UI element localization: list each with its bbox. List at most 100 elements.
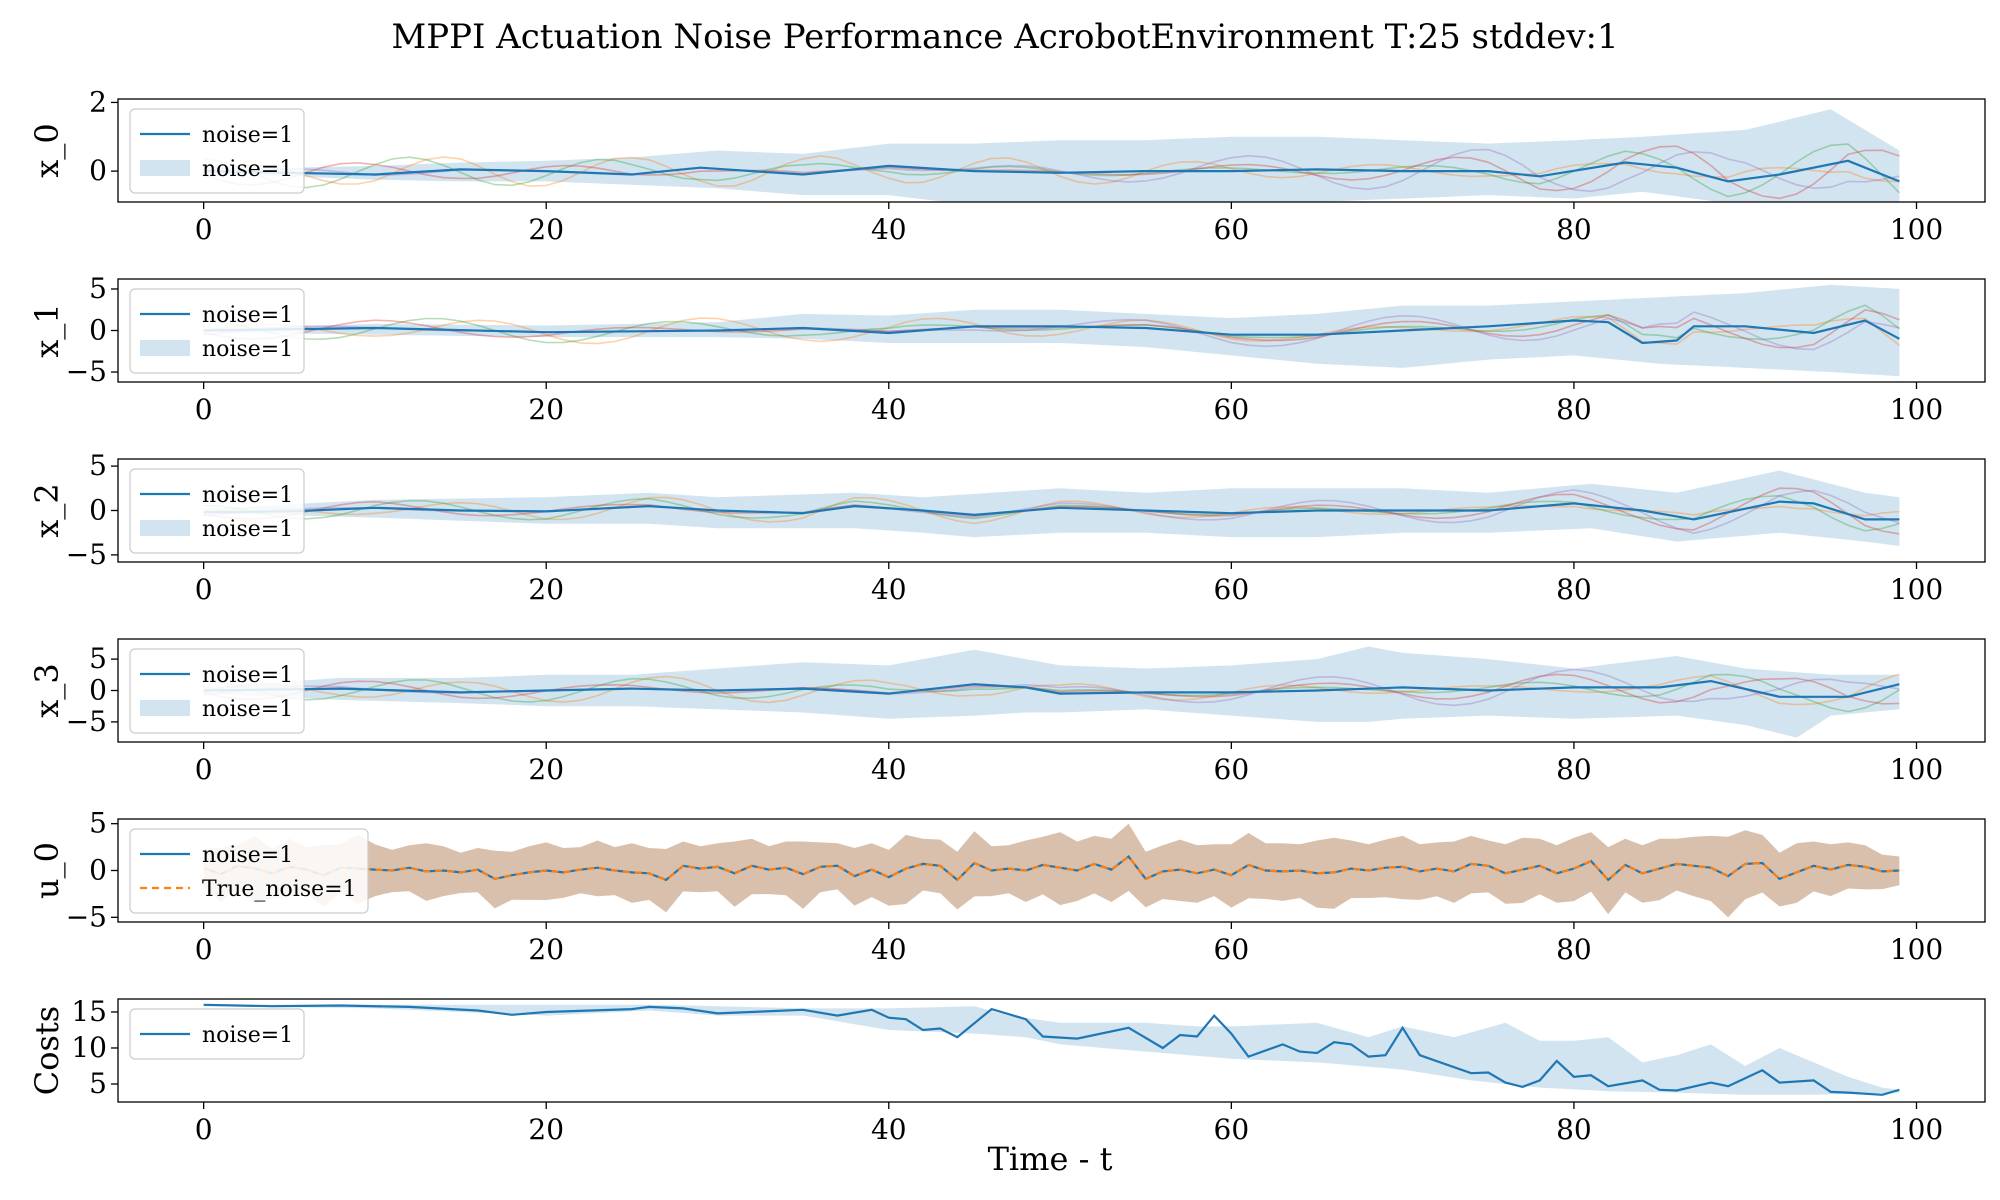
x-tick-label: 0 xyxy=(195,1113,213,1146)
legend-label: True_noise=1 xyxy=(202,877,357,902)
x-tick-label: 0 xyxy=(195,753,213,786)
uncertainty-band xyxy=(203,109,1900,202)
legend-label: noise=1 xyxy=(202,843,293,868)
x-tick-label: 60 xyxy=(1214,1113,1250,1146)
x-tick-label: 80 xyxy=(1556,753,1592,786)
series-line-noise xyxy=(203,319,1900,345)
legend: noise=1 noise=1 xyxy=(129,648,305,734)
y-tick-label: 0 xyxy=(89,314,107,347)
axes-frame xyxy=(117,98,1986,203)
y-tick-label: 0 xyxy=(89,854,107,887)
y-tick-label: 5 xyxy=(89,642,107,675)
plot-area xyxy=(203,823,1900,918)
x-tick-label: 20 xyxy=(528,213,564,246)
legend-swatch xyxy=(140,520,190,536)
x-tick-label: 80 xyxy=(1556,933,1592,966)
x-tick-label: 100 xyxy=(1890,213,1943,246)
legend-swatch xyxy=(140,700,190,716)
plot-area xyxy=(203,1003,1900,1096)
legend-label: noise=1 xyxy=(202,157,293,182)
legend-label: noise=1 xyxy=(202,303,293,328)
x-tick-label: 40 xyxy=(871,1113,907,1146)
x-tick-label: 0 xyxy=(195,213,213,246)
x-tick-label: 80 xyxy=(1556,1113,1592,1146)
legend-swatch xyxy=(140,340,190,356)
y-tick-label: 2 xyxy=(89,85,107,118)
plot-area xyxy=(203,109,1900,202)
x-tick-label: 20 xyxy=(528,393,564,426)
x-tick-label: 60 xyxy=(1214,933,1250,966)
x-axis-label: Time - t xyxy=(988,1140,1113,1178)
legend-label: noise=1 xyxy=(202,663,293,688)
legend-label: noise=1 xyxy=(202,517,293,542)
y-tick-label: 0 xyxy=(89,494,107,527)
x-tick-label: 60 xyxy=(1214,753,1250,786)
y-tick-label: 5 xyxy=(89,1067,107,1100)
axes-frame xyxy=(117,998,1986,1103)
y-axis-label: u_0 xyxy=(28,842,66,899)
subplot-x-0: 0 20 40 60 80 100 0 2 x_0 noise=1 noise=1 xyxy=(28,85,1986,246)
sample-trajectory xyxy=(203,315,1900,347)
sample-trajectory xyxy=(203,143,1900,198)
x-tick-label: 100 xyxy=(1890,753,1943,786)
legend-label: noise=1 xyxy=(202,123,293,148)
x-tick-label: 40 xyxy=(871,213,907,246)
y-tick-label: 5 xyxy=(89,272,107,305)
series-line-noise xyxy=(203,159,1900,183)
y-tick-label: 0 xyxy=(89,674,107,707)
x-tick-label: 20 xyxy=(528,1113,564,1146)
legend-box xyxy=(129,648,305,734)
legend-label: noise=1 xyxy=(202,1023,293,1048)
sample-trajectory xyxy=(203,673,1900,705)
sample-trajectory xyxy=(203,304,1900,344)
x-tick-label: 80 xyxy=(1556,573,1592,606)
x-tick-label: 40 xyxy=(871,573,907,606)
y-axis-label: x_2 xyxy=(28,483,66,537)
x-tick-label: 0 xyxy=(195,933,213,966)
legend: noise=1 noise=1 xyxy=(129,468,305,554)
x-tick-label: 80 xyxy=(1556,213,1592,246)
subplot-x-2: 0 20 40 60 80 100 −5 0 5 x_2 noise=1 noise=1 xyxy=(28,449,1986,606)
y-tick-label: 5 xyxy=(89,449,107,482)
legend-swatch xyxy=(140,160,190,176)
y-tick-label: −5 xyxy=(66,538,107,571)
legend-box xyxy=(129,468,305,554)
y-axis-label: x_1 xyxy=(28,303,66,357)
legend-label: noise=1 xyxy=(202,483,293,508)
series-line-noise xyxy=(203,1003,1900,1096)
legend-box xyxy=(129,1008,305,1060)
sample-trajectory xyxy=(203,673,1900,706)
y-tick-label: 10 xyxy=(71,1031,107,1064)
x-tick-label: 40 xyxy=(871,933,907,966)
chart-title: MPPI Actuation Noise Performance Acrobot… xyxy=(391,17,1618,57)
x-tick-label: 40 xyxy=(871,753,907,786)
legend-box xyxy=(129,828,369,914)
y-axis-label: x_0 xyxy=(28,123,66,177)
y-axis-label: Costs xyxy=(28,1006,66,1095)
legend: noise=1 True_noise=1 xyxy=(129,828,369,914)
x-tick-label: 100 xyxy=(1890,393,1943,426)
y-axis-label: x_3 xyxy=(28,663,66,717)
x-tick-label: 100 xyxy=(1890,933,1943,966)
y-tick-label: 15 xyxy=(71,995,107,1028)
x-tick-label: 20 xyxy=(528,573,564,606)
x-tick-label: 0 xyxy=(195,573,213,606)
sample-trajectory xyxy=(203,496,1900,525)
x-tick-label: 40 xyxy=(871,393,907,426)
subplot-x-1: 0 20 40 60 80 100 −5 0 5 x_1 noise=1 noise=1 xyxy=(28,272,1986,426)
subplot-u-0: 0 20 40 60 80 100 −5 0 5 u_0 noise=1 True_noise=1 xyxy=(28,807,1986,966)
legend: noise=1 noise=1 xyxy=(129,108,305,194)
y-tick-label: −5 xyxy=(66,705,107,738)
x-tick-label: 60 xyxy=(1214,213,1250,246)
plot-area xyxy=(203,284,1900,377)
legend-box xyxy=(129,108,305,194)
uncertainty-band xyxy=(203,284,1900,377)
series-line-true-noise xyxy=(203,854,1900,882)
legend: noise=1 xyxy=(129,1008,305,1060)
x-tick-label: 20 xyxy=(528,933,564,966)
x-tick-label: 20 xyxy=(528,753,564,786)
